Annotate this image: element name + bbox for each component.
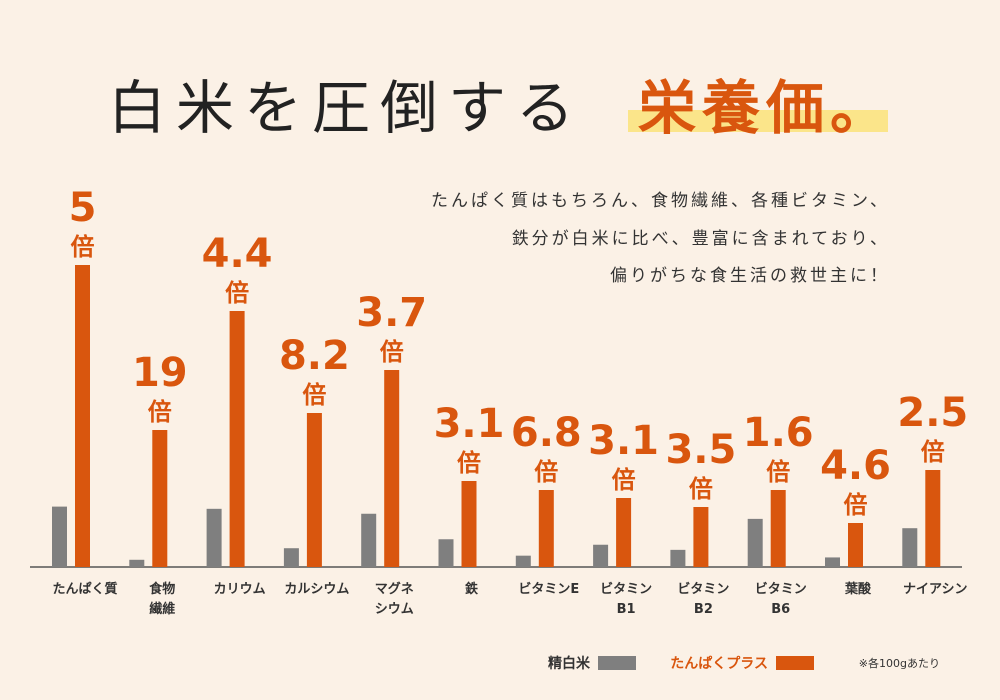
data-label: 3.1 bbox=[434, 401, 505, 447]
x-tick-label: カルシウム bbox=[284, 582, 349, 597]
bar bbox=[206, 508, 222, 567]
bar bbox=[693, 507, 709, 567]
x-tick-label: カリウム bbox=[214, 582, 266, 597]
data-label: 19 bbox=[132, 350, 188, 396]
data-label: 5 bbox=[69, 185, 97, 231]
x-tick-label-line: B6 bbox=[771, 602, 790, 617]
x-tick-label: ビタミン B1 bbox=[600, 581, 652, 617]
data-label: 3.7 bbox=[356, 290, 427, 336]
bar bbox=[229, 311, 245, 567]
bar bbox=[384, 370, 400, 567]
legend-swatch bbox=[598, 656, 636, 670]
data-label: 2.5 bbox=[897, 390, 968, 436]
x-tick-label: ビタミンE bbox=[518, 581, 579, 597]
x-tick-label-line: マグネ bbox=[375, 581, 414, 597]
data-label: 6.8 bbox=[511, 410, 582, 456]
x-tick-label: ナイアシン bbox=[903, 582, 967, 597]
x-tick-label: 葉酸 bbox=[844, 581, 872, 597]
data-label: 4.4 bbox=[202, 231, 273, 277]
data-label: 1.6 bbox=[743, 410, 814, 456]
legend-label: たんぱくプラス bbox=[670, 655, 768, 672]
x-tick-label-line: ビタミン bbox=[755, 581, 807, 597]
chart-title: 白米を圧倒する bbox=[108, 74, 584, 142]
data-label: 4.6 bbox=[820, 443, 891, 489]
x-tick-label-line: B2 bbox=[694, 602, 713, 617]
data-label-unit: 倍 bbox=[457, 449, 481, 477]
x-tick-label-line: ビタミン bbox=[677, 581, 729, 597]
x-tick-label: マグネシウム bbox=[375, 581, 414, 617]
bar bbox=[52, 506, 67, 567]
data-label-unit: 倍 bbox=[921, 438, 945, 466]
note: ※各100gあたり bbox=[859, 656, 940, 670]
bar bbox=[925, 470, 941, 567]
bar bbox=[361, 513, 377, 567]
x-tick-label-line: B1 bbox=[617, 602, 636, 617]
title-underline bbox=[628, 110, 888, 132]
bar bbox=[306, 413, 322, 567]
bar bbox=[616, 498, 632, 567]
data-label-unit: 倍 bbox=[148, 398, 172, 426]
x-tick-label: ビタミン B6 bbox=[755, 581, 807, 617]
x-tick-label-line: たんぱく質 bbox=[52, 581, 117, 597]
bar bbox=[825, 557, 840, 567]
x-tick-label: 鉄 bbox=[465, 581, 478, 597]
data-label: 3.1 bbox=[588, 418, 659, 464]
x-tick-label: ビタミン B2 bbox=[677, 581, 729, 617]
data-label: 8.2 bbox=[279, 333, 350, 379]
bar bbox=[593, 544, 609, 567]
data-label-unit: 倍 bbox=[689, 475, 713, 503]
chart-title-highlight: 栄養価。 bbox=[638, 74, 894, 142]
bar bbox=[129, 559, 145, 567]
data-label-unit: 倍 bbox=[534, 458, 558, 486]
bar bbox=[515, 555, 531, 567]
data-label: 3.5 bbox=[665, 427, 736, 473]
x-tick-label: たんぱく質 bbox=[52, 581, 117, 597]
x-tick-label-line: ナイアシン bbox=[903, 582, 967, 597]
bar bbox=[538, 490, 554, 567]
description-line: 鉄分が白米に比べ、豊富に含まれており、 bbox=[512, 229, 890, 249]
x-tick-label-line: ビタミン bbox=[600, 581, 652, 597]
bar bbox=[848, 523, 863, 567]
x-tick-label-line: カリウム bbox=[214, 582, 266, 597]
bar bbox=[438, 539, 454, 567]
bar bbox=[152, 430, 168, 567]
bar bbox=[770, 490, 786, 567]
x-tick-label: 食物繊維 bbox=[149, 581, 175, 617]
x-tick-label-line: シウム bbox=[375, 602, 414, 617]
x-tick-label-line: 繊維 bbox=[149, 601, 175, 617]
bar bbox=[461, 481, 477, 567]
bar bbox=[747, 518, 763, 567]
data-label-unit: 倍 bbox=[71, 233, 95, 261]
x-tick-label-line: カルシウム bbox=[284, 582, 349, 597]
description-line: 偏りがちな食生活の救世主に！ bbox=[610, 266, 890, 286]
bar bbox=[75, 265, 90, 567]
description-line: たんぱく質はもちろん、食物繊維、各種ビタミン、 bbox=[431, 191, 890, 211]
x-tick-label-line: 食物 bbox=[149, 581, 175, 597]
data-label-unit: 倍 bbox=[225, 279, 249, 307]
legend-swatch bbox=[776, 656, 814, 670]
x-tick-label-line: ビタミンE bbox=[518, 581, 579, 597]
x-tick-label-line: 葉酸 bbox=[844, 581, 872, 597]
bar bbox=[670, 549, 686, 567]
bar bbox=[283, 548, 299, 567]
description: たんぱく質はもちろん、食物繊維、各種ビタミン、 鉄分が白米に比べ、豊富に含まれて… bbox=[431, 191, 890, 286]
data-label-unit: 倍 bbox=[612, 466, 636, 494]
data-label-unit: 倍 bbox=[766, 458, 790, 486]
bar bbox=[902, 528, 918, 567]
x-tick-label-line: 鉄 bbox=[465, 581, 478, 597]
data-label-unit: 倍 bbox=[844, 491, 868, 519]
data-label-unit: 倍 bbox=[302, 381, 326, 409]
legend-label: 精白米 bbox=[548, 655, 591, 672]
data-label-unit: 倍 bbox=[380, 338, 404, 366]
